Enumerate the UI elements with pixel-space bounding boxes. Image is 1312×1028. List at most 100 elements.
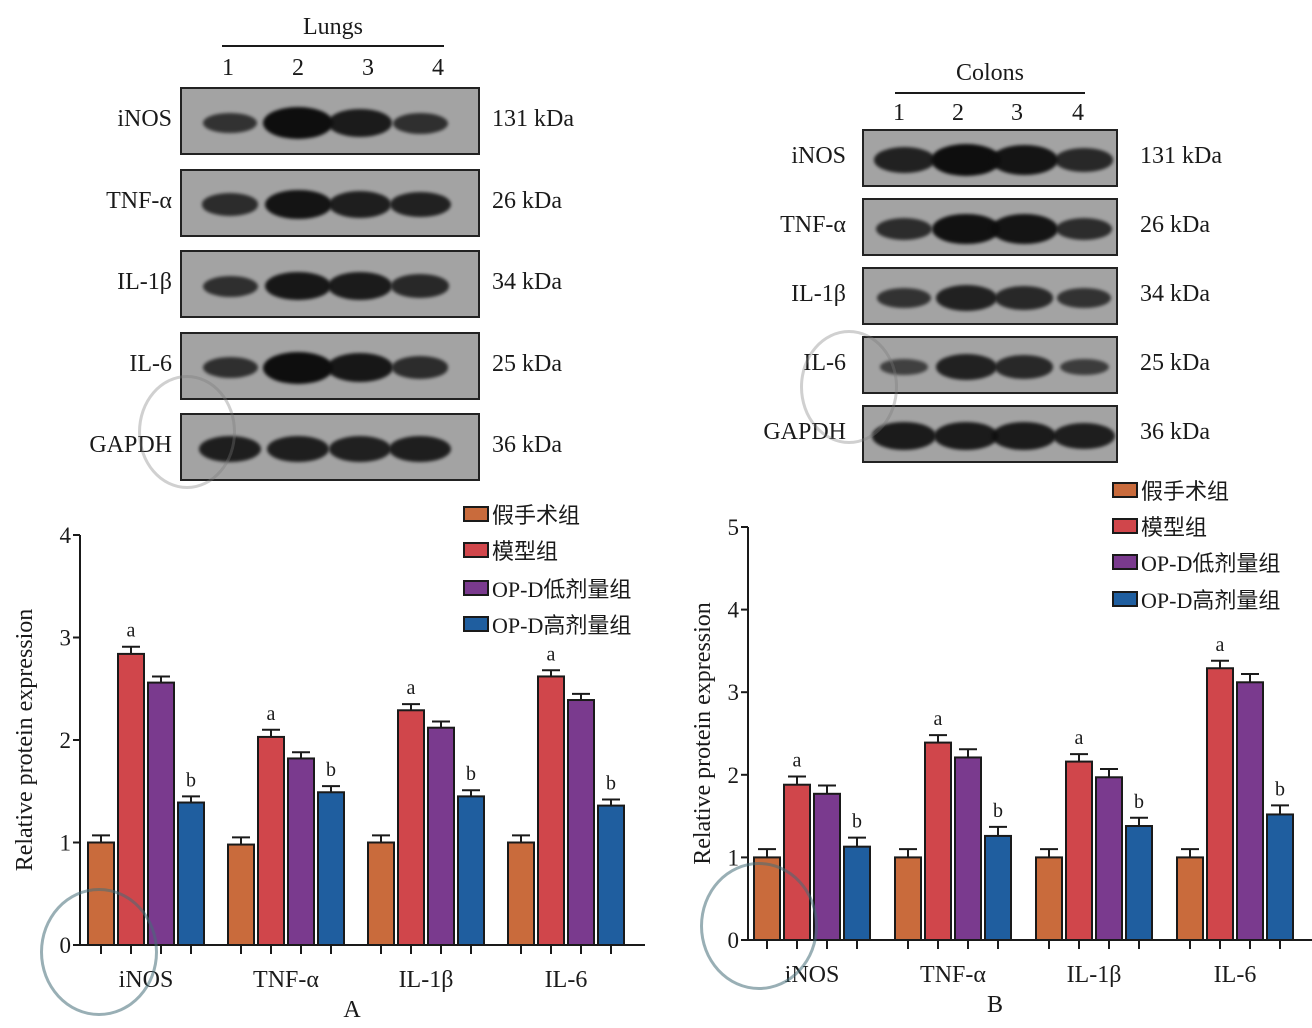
bar <box>1266 813 1294 941</box>
blot-colons: Colons 1 2 3 4 iNOS 131 kDa TNF-α 26 kDa IL-… <box>0 0 1312 470</box>
blot-band <box>328 272 392 300</box>
blot-kda-label: 26 kDa <box>492 187 562 214</box>
bar-chart-b: Relative protein expression012345abiNOSa… <box>690 515 1312 1018</box>
blot-band <box>266 435 330 463</box>
blot-protein-label: IL-1β <box>791 281 846 307</box>
significance-label: a <box>934 708 943 730</box>
x-tick-label: IL-6 <box>1214 962 1257 988</box>
legend-label: OP-D高剂量组 <box>1141 588 1281 613</box>
legend-swatch <box>463 506 489 522</box>
bar <box>367 841 395 946</box>
y-tick-label: 3 <box>60 626 72 651</box>
legend-swatch <box>1112 554 1138 570</box>
legend-item: OP-D高剂量组 <box>463 608 631 640</box>
blot-band <box>389 191 451 218</box>
bar <box>147 681 175 946</box>
bar <box>427 726 455 946</box>
significance-label: a <box>793 749 802 771</box>
blot-band <box>327 353 393 382</box>
bar <box>317 791 345 946</box>
lane-number: 3 <box>362 55 374 81</box>
panel-label: A <box>343 997 361 1023</box>
x-tick-label: IL-1β <box>399 967 454 993</box>
bar <box>1095 776 1123 942</box>
significance-label: b <box>993 800 1003 822</box>
significance-label: a <box>407 677 416 699</box>
bar <box>843 845 871 941</box>
bar <box>813 792 841 941</box>
legend-label: OP-D低剂量组 <box>492 577 632 602</box>
legend-swatch <box>463 542 489 558</box>
y-tick-label: 4 <box>60 523 72 548</box>
significance-label: a <box>547 643 556 665</box>
blot-band <box>203 113 257 133</box>
lane-number: 2 <box>292 55 304 81</box>
watermark-stamp-icon <box>800 330 898 444</box>
significance-label: a <box>1216 634 1225 656</box>
bar <box>1035 856 1063 941</box>
y-tick-label: 1 <box>60 831 72 856</box>
significance-label: b <box>852 811 862 833</box>
blot-band <box>1052 422 1116 450</box>
bar <box>177 801 205 946</box>
blot-strip <box>180 87 480 155</box>
blot-protein-label: IL-1β <box>117 269 172 295</box>
bar <box>457 795 485 946</box>
blot-protein-label: IL-6 <box>129 350 172 377</box>
legend-swatch <box>1112 591 1138 607</box>
blot-band <box>388 435 452 463</box>
significance-label: a <box>1075 727 1084 749</box>
blot-band <box>931 213 1001 245</box>
bar <box>537 675 565 946</box>
bar <box>954 756 982 942</box>
panel-label: B <box>987 992 1003 1018</box>
blot-band <box>935 354 997 380</box>
blot-protein-label: TNF-α <box>780 212 846 238</box>
blot-band <box>263 107 333 139</box>
bar-chart-a: Relative protein expression01234abiNOSab… <box>12 523 645 1023</box>
legend-label: 假手术组 <box>492 503 581 528</box>
blot-band <box>1055 217 1113 241</box>
blot-kda-label: 131 kDa <box>492 106 574 132</box>
x-tick-label: TNF-α <box>253 967 319 993</box>
blot-band <box>877 288 931 308</box>
blot-band <box>263 351 333 384</box>
blot-band <box>990 214 1058 244</box>
lane-number: 3 <box>1011 100 1023 126</box>
blot-title: Colons <box>955 60 1024 86</box>
blot-strip <box>862 267 1118 325</box>
bar <box>397 709 425 946</box>
bar <box>227 843 255 946</box>
lane-number: 4 <box>1072 100 1084 126</box>
y-tick-label: 1 <box>728 845 740 870</box>
blot-strip <box>862 405 1118 463</box>
significance-label: a <box>267 703 276 725</box>
significance-label: b <box>466 763 476 785</box>
y-axis-label: Relative protein expression <box>12 609 38 872</box>
y-tick-label: 3 <box>728 680 740 705</box>
y-tick-label: 2 <box>728 763 740 788</box>
blot-kda-label: 25 kDa <box>492 350 562 377</box>
legend-swatch <box>463 616 489 632</box>
blot-band <box>990 145 1058 175</box>
y-axis-label: Relative protein expression <box>690 602 716 865</box>
blot-band <box>931 144 1001 176</box>
bar <box>1065 760 1093 942</box>
blot-kda-label: 34 kDa <box>492 269 562 295</box>
blot-title-rule <box>895 92 1085 94</box>
y-tick-label: 2 <box>60 728 72 753</box>
blot-band <box>391 356 449 379</box>
significance-label: a <box>127 620 136 642</box>
legend-label: 模型组 <box>492 539 559 564</box>
legend-item: 模型组 <box>1112 510 1207 542</box>
legend-item: OP-D低剂量组 <box>463 572 631 604</box>
blot-band <box>265 271 331 301</box>
lane-number: 1 <box>893 100 905 126</box>
blot-band <box>1055 148 1113 172</box>
legend-item: OP-D低剂量组 <box>1112 546 1280 578</box>
legend-label: 模型组 <box>1141 515 1208 540</box>
blot-band <box>328 109 392 137</box>
lane-number: 4 <box>432 55 444 81</box>
blot-band <box>1059 358 1109 376</box>
legend-item: OP-D高剂量组 <box>1112 583 1280 615</box>
